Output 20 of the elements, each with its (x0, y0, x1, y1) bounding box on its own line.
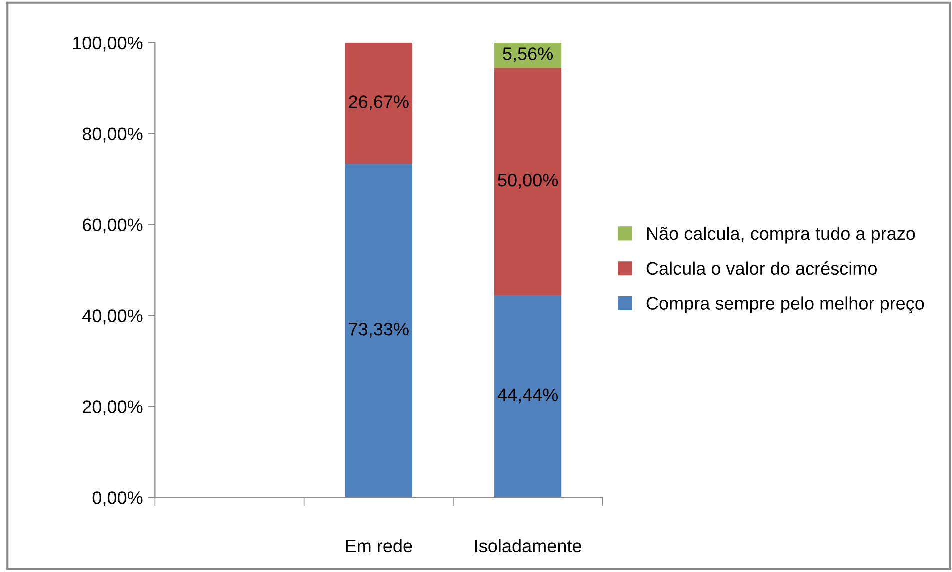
legend-label: Compra sempre pelo melhor preço (646, 296, 924, 314)
x-tick-label: Em rede (346, 539, 412, 553)
bar (494, 296, 562, 498)
data-label: 50,00% (498, 174, 558, 189)
data-label: 44,44% (498, 388, 558, 404)
y-tick-label: 80,00% (82, 128, 143, 143)
y-tick-label: 0,00% (92, 492, 143, 506)
legend-label: Não calcula, compra tudo a prazo (647, 226, 916, 244)
data-label: 5,56% (503, 48, 553, 63)
x-tick-label: Isoladamente (476, 539, 582, 553)
data-label: 26,67% (349, 96, 409, 111)
bar (345, 164, 412, 498)
y-tick-label: 20,00% (83, 400, 143, 416)
y-tick-label: 40,00% (82, 310, 143, 325)
y-tick-label: 100,00% (73, 36, 143, 52)
bar (345, 42, 412, 164)
data-label: 73,33% (349, 322, 409, 338)
legend-label: Calcula o valor do acréscimo (646, 262, 878, 276)
bar (494, 68, 562, 296)
y-tick-label: 60,00% (83, 218, 143, 234)
